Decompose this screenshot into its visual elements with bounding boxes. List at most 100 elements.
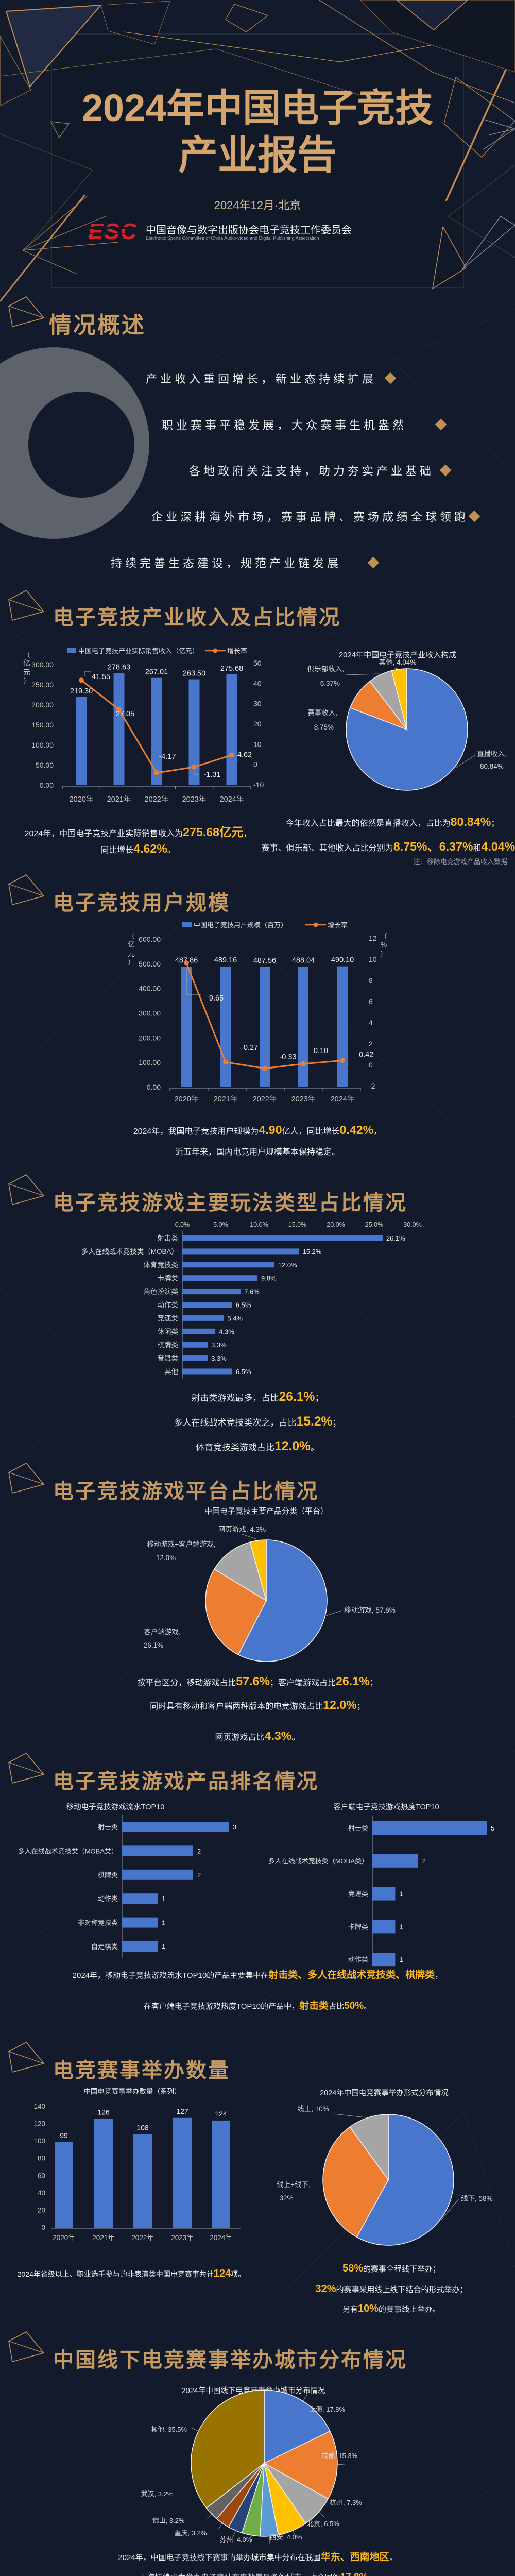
svg-text:2021年: 2021年 bbox=[214, 1095, 238, 1104]
svg-text:26.1%: 26.1% bbox=[386, 1234, 405, 1242]
svg-text:俱乐部收入,: 俱乐部收入, bbox=[307, 665, 344, 673]
svg-text:多人在线战术竞技类（MOBA）: 多人在线战术竞技类（MOBA） bbox=[81, 1247, 178, 1256]
svg-text:元: 元 bbox=[23, 668, 30, 676]
svg-text:30: 30 bbox=[253, 700, 262, 708]
svg-text:2: 2 bbox=[422, 1857, 426, 1865]
svg-text:赛事收入,: 赛事收入, bbox=[307, 709, 337, 717]
svg-text:0.0%: 0.0% bbox=[175, 1221, 190, 1228]
svg-text:2020年: 2020年 bbox=[53, 2234, 75, 2242]
svg-text:杭州, 7.3%: 杭州, 7.3% bbox=[330, 2499, 362, 2506]
svg-text:140: 140 bbox=[33, 2103, 45, 2110]
svg-text:400.00: 400.00 bbox=[139, 985, 161, 993]
svg-text:移动游戏, 57.6%: 移动游戏, 57.6% bbox=[344, 1606, 396, 1614]
svg-text:0.27: 0.27 bbox=[244, 1044, 258, 1052]
svg-text:非对称竞技类: 非对称竞技类 bbox=[78, 1919, 118, 1927]
svg-text:0: 0 bbox=[253, 760, 258, 769]
svg-text:7.6%: 7.6% bbox=[244, 1288, 260, 1296]
svg-text:亿: 亿 bbox=[23, 659, 30, 667]
svg-text:上海, 17.8%: 上海, 17.8% bbox=[309, 2405, 346, 2413]
svg-text:3: 3 bbox=[233, 1823, 236, 1831]
svg-text:卡牌类: 卡牌类 bbox=[158, 1274, 179, 1282]
svg-text:6: 6 bbox=[369, 997, 373, 1006]
svg-text:27.05: 27.05 bbox=[116, 710, 134, 718]
svg-text:20: 20 bbox=[253, 720, 262, 728]
svg-text:线下, 58%: 线下, 58% bbox=[461, 2195, 493, 2202]
svg-text:佛山, 3.2%: 佛山, 3.2% bbox=[152, 2517, 185, 2524]
svg-text:26.1%: 26.1% bbox=[144, 1641, 163, 1649]
svg-text:元: 元 bbox=[128, 950, 135, 958]
svg-text:3.3%: 3.3% bbox=[211, 1354, 227, 1362]
svg-text:2: 2 bbox=[369, 1040, 373, 1048]
svg-text:487.56: 487.56 bbox=[253, 957, 276, 965]
svg-text:219.30: 219.30 bbox=[70, 687, 93, 696]
svg-text:500.00: 500.00 bbox=[139, 960, 161, 968]
svg-text:2022年: 2022年 bbox=[145, 795, 169, 804]
svg-text:12.0%: 12.0% bbox=[278, 1261, 297, 1269]
svg-text:1: 1 bbox=[162, 1895, 165, 1903]
svg-text:6.37%: 6.37% bbox=[320, 680, 340, 687]
svg-text:竞速类: 竞速类 bbox=[348, 1890, 368, 1898]
svg-text:体育竞技类: 体育竞技类 bbox=[144, 1261, 179, 1269]
svg-text:2024年中国电子竞技产业收入构成: 2024年中国电子竞技产业收入构成 bbox=[339, 650, 456, 659]
svg-text:苏州, 4.0%: 苏州, 4.0% bbox=[220, 2536, 252, 2544]
svg-text:2021年: 2021年 bbox=[92, 2234, 115, 2242]
svg-text:5: 5 bbox=[491, 1824, 494, 1832]
svg-text:）: ） bbox=[128, 958, 134, 966]
svg-text:-2: -2 bbox=[369, 1082, 375, 1090]
svg-text:1: 1 bbox=[162, 1919, 165, 1927]
svg-text:（: （ bbox=[23, 651, 30, 659]
svg-text:6.5%: 6.5% bbox=[236, 1301, 251, 1309]
svg-text:动作类: 动作类 bbox=[348, 1956, 368, 1963]
svg-text:200.00: 200.00 bbox=[31, 701, 54, 709]
svg-text:音舞类: 音舞类 bbox=[158, 1354, 179, 1362]
svg-text:1: 1 bbox=[399, 1890, 403, 1898]
svg-text:客户端游戏,: 客户端游戏, bbox=[144, 1628, 180, 1636]
svg-text:2020年: 2020年 bbox=[70, 795, 94, 804]
svg-text:）: ） bbox=[23, 677, 30, 685]
svg-text:40: 40 bbox=[38, 2189, 45, 2197]
svg-text:重庆, 3.2%: 重庆, 3.2% bbox=[175, 2529, 207, 2537]
svg-text:12: 12 bbox=[369, 934, 377, 942]
svg-text:80: 80 bbox=[38, 2155, 45, 2162]
svg-text:2: 2 bbox=[197, 1847, 201, 1855]
svg-text:休闲类: 休闲类 bbox=[158, 1328, 179, 1335]
svg-text:1: 1 bbox=[399, 1923, 403, 1930]
svg-text:2023年: 2023年 bbox=[171, 2234, 194, 2242]
svg-text:网页游戏, 4.3%: 网页游戏, 4.3% bbox=[218, 1526, 266, 1533]
svg-text:263.50: 263.50 bbox=[183, 669, 205, 677]
svg-text:2: 2 bbox=[197, 1871, 201, 1879]
svg-text:多人在线战术竞技类（MOBA类）: 多人在线战术竞技类（MOBA类） bbox=[268, 1857, 368, 1865]
svg-text:4.62: 4.62 bbox=[237, 751, 252, 759]
svg-text:20: 20 bbox=[38, 2206, 45, 2214]
svg-text:40: 40 bbox=[253, 679, 262, 687]
svg-text:10: 10 bbox=[369, 955, 377, 963]
svg-text:棋牌类: 棋牌类 bbox=[98, 1871, 118, 1879]
svg-text:150.00: 150.00 bbox=[31, 721, 54, 729]
svg-text:卡牌类: 卡牌类 bbox=[348, 1923, 368, 1930]
svg-text:中国电竞赛事举办数量（系列）: 中国电竞赛事举办数量（系列） bbox=[84, 2087, 181, 2095]
svg-text:亿: 亿 bbox=[128, 940, 135, 948]
svg-text:127: 127 bbox=[176, 2107, 188, 2115]
svg-text:动作类: 动作类 bbox=[98, 1895, 118, 1903]
svg-text:275.68: 275.68 bbox=[220, 665, 243, 673]
svg-text:250.00: 250.00 bbox=[31, 681, 54, 689]
svg-text:北京, 6.5%: 北京, 6.5% bbox=[307, 2520, 339, 2528]
svg-text:32%: 32% bbox=[279, 2194, 293, 2202]
svg-text:489.16: 489.16 bbox=[214, 956, 237, 964]
svg-text:12.0%: 12.0% bbox=[156, 1554, 176, 1562]
svg-text:278.63: 278.63 bbox=[108, 664, 130, 672]
svg-text:30.0%: 30.0% bbox=[403, 1221, 421, 1228]
svg-text:）: ） bbox=[380, 950, 387, 958]
svg-text:600.00: 600.00 bbox=[139, 935, 161, 943]
svg-text:41.55: 41.55 bbox=[92, 673, 110, 681]
svg-text:射击类: 射击类 bbox=[98, 1823, 118, 1831]
svg-text:2024年: 2024年 bbox=[331, 1095, 355, 1104]
svg-text:300.00: 300.00 bbox=[139, 1009, 161, 1018]
svg-text:6.5%: 6.5% bbox=[236, 1368, 251, 1376]
svg-text:中国电子竞技产业实际销售收入（亿元）: 中国电子竞技产业实际销售收入（亿元） bbox=[78, 647, 199, 655]
svg-text:4.3%: 4.3% bbox=[219, 1328, 234, 1335]
svg-text:0: 0 bbox=[369, 1061, 373, 1069]
svg-text:100: 100 bbox=[33, 2137, 45, 2145]
svg-text:竞速类: 竞速类 bbox=[158, 1314, 179, 1322]
svg-text:8.75%: 8.75% bbox=[314, 723, 334, 731]
